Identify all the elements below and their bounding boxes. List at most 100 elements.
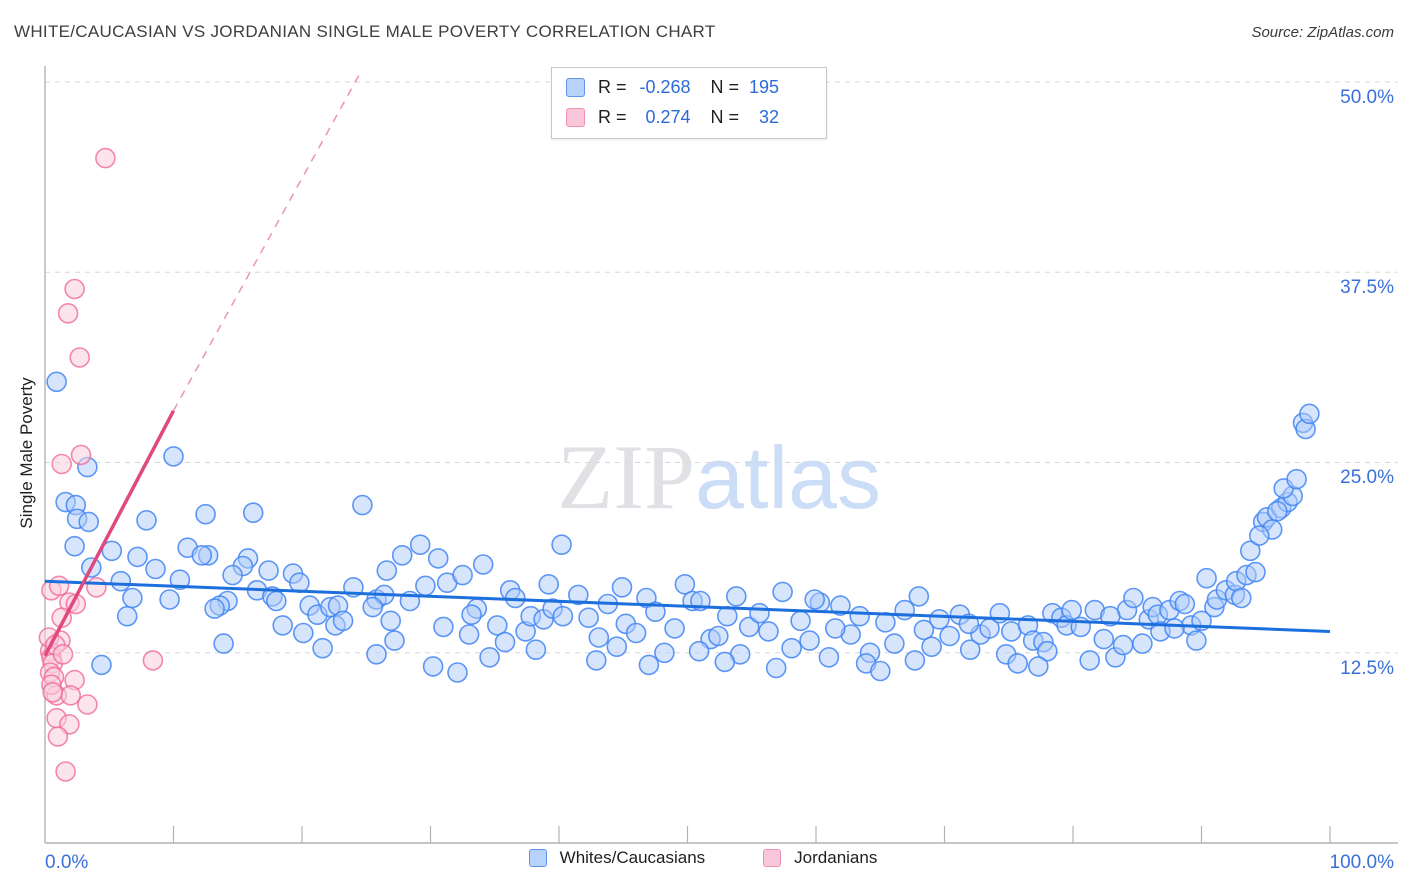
blue-point	[204, 598, 225, 619]
r-label: R =	[598, 77, 627, 97]
correlation-legend-row-jordanians: R = 0.274 N = 32	[566, 105, 812, 130]
pink-point	[86, 576, 107, 598]
blue-point	[472, 554, 494, 575]
blue-point	[145, 558, 166, 580]
y-tick-label-12-5: 12.5%	[1340, 658, 1394, 679]
blue-point	[913, 619, 935, 641]
blue-point	[272, 615, 294, 636]
y-tick-label-50: 50.0%	[1340, 87, 1394, 108]
blue-point	[433, 616, 454, 638]
blue-point	[213, 633, 234, 654]
blue-point	[486, 615, 508, 636]
blue-point	[939, 625, 960, 647]
legend-label: Whites/Caucasians	[559, 848, 706, 867]
blue-point	[1245, 561, 1266, 583]
blue-point	[163, 446, 184, 467]
blue-point	[91, 654, 112, 676]
x-tick-label-100: 100.0%	[1329, 852, 1394, 873]
blue-point	[415, 575, 436, 597]
blue-point	[494, 631, 516, 653]
pink-point	[95, 147, 116, 169]
pink-point	[70, 444, 92, 466]
legend-item-whites: Whites/Caucasians	[528, 848, 706, 868]
pink-point	[48, 575, 70, 597]
blue-point	[551, 534, 572, 556]
blue-point	[122, 587, 143, 609]
blue-point	[929, 608, 950, 630]
blue-point	[654, 642, 675, 664]
series-legend: Whites/Caucasians Jordanians	[0, 848, 1406, 868]
blue-point	[332, 610, 354, 632]
pink-point	[64, 278, 85, 300]
blue-point	[830, 595, 851, 616]
blue-point	[1186, 630, 1207, 651]
blue-point	[116, 605, 138, 627]
blue-point	[242, 502, 264, 524]
blue-point	[849, 605, 871, 627]
blue-point	[625, 622, 647, 644]
blue-point	[781, 637, 802, 659]
blue-point	[1196, 567, 1217, 589]
blue-point	[1164, 618, 1185, 639]
blue-point	[1061, 599, 1082, 621]
blue-point	[110, 570, 132, 592]
watermark-zip-text: ZIP	[557, 426, 696, 528]
n-label: N =	[710, 107, 740, 127]
blue-point	[552, 605, 574, 627]
blue-point	[169, 569, 191, 591]
trend-jordanians-solid	[43, 409, 176, 657]
blue-point	[688, 640, 710, 662]
blue-point	[714, 651, 736, 673]
blue-point	[869, 660, 891, 682]
blue-point	[1267, 500, 1288, 522]
blue-point	[606, 636, 628, 658]
blue-point	[376, 560, 398, 581]
whites-swatch-icon	[566, 78, 585, 97]
y-axis-title: Single Male Poverty	[17, 377, 36, 529]
blue-point	[904, 650, 926, 671]
blue-point	[738, 616, 760, 638]
pink-point	[142, 650, 164, 671]
y-tick-label-37-5: 37.5%	[1340, 277, 1394, 298]
blue-point	[452, 564, 473, 586]
blue-point	[818, 646, 840, 668]
blue-point	[804, 589, 826, 610]
blue-point	[391, 544, 413, 566]
blue-point	[222, 564, 243, 586]
blue-point	[908, 586, 930, 607]
blue-point	[525, 639, 547, 661]
n-value: 195	[748, 77, 780, 97]
zipatlas-watermark: ZIPatlas	[557, 424, 881, 530]
r-value: -0.268	[639, 77, 691, 97]
legend-item-jordanians: Jordanians	[763, 848, 877, 868]
blue-point	[1079, 650, 1100, 671]
blue-point	[758, 621, 779, 642]
blue-point	[645, 601, 666, 623]
trend-jordanians-dashed	[172, 70, 362, 412]
blue-point	[191, 544, 213, 566]
blue-point	[427, 548, 449, 569]
blue-point	[538, 573, 560, 595]
blue-point	[749, 602, 770, 624]
blue-point	[1240, 540, 1261, 562]
blue-point	[195, 503, 216, 525]
blue-point	[1112, 634, 1134, 656]
blue-point	[380, 610, 402, 632]
y-tick-label-25: 25.0%	[1340, 467, 1394, 488]
correlation-legend-row-whites: R = -0.268 N = 195	[566, 75, 812, 100]
trend-whites-caucasians-solid	[44, 579, 1331, 633]
blue-point	[588, 627, 610, 648]
blue-point	[585, 650, 607, 671]
pink-point	[60, 685, 81, 706]
pink-point	[47, 726, 69, 747]
pink-point	[42, 681, 64, 703]
blue-point	[707, 625, 729, 647]
blue-point	[258, 560, 279, 581]
n-value: 32	[759, 107, 780, 127]
blue-point	[921, 636, 942, 658]
blue-point	[824, 618, 846, 639]
blue-point	[1028, 656, 1049, 677]
blue-point	[799, 630, 820, 651]
